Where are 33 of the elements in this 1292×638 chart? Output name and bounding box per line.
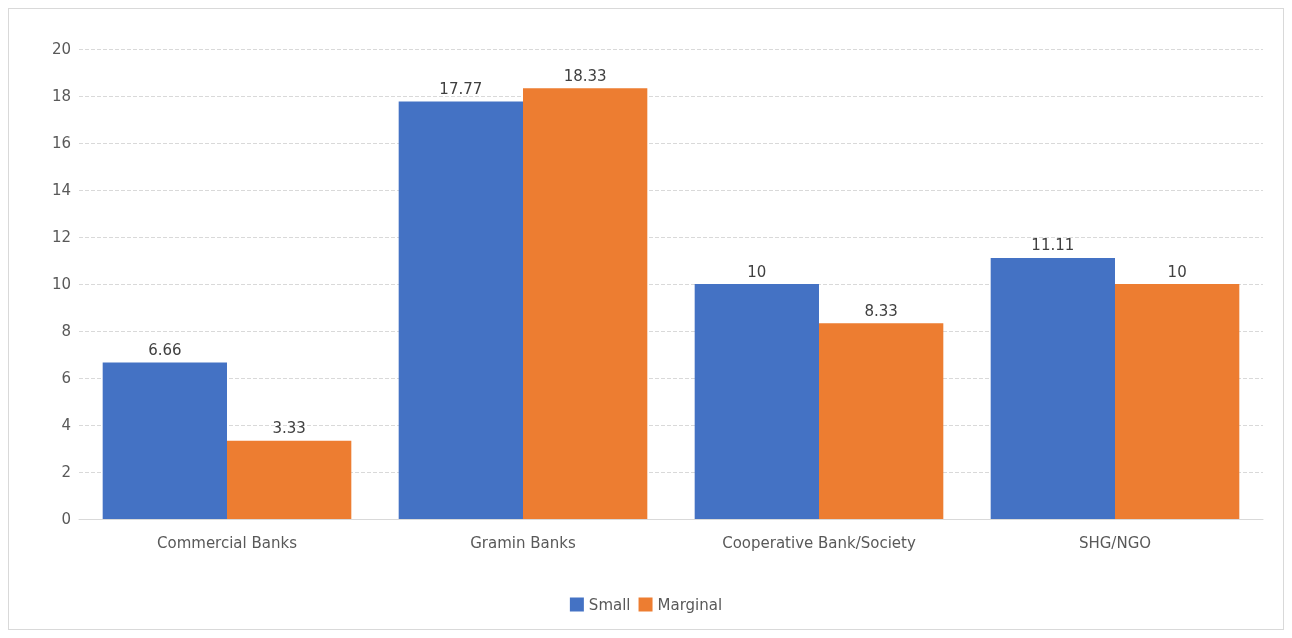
y-tick-label: 14 xyxy=(51,181,71,199)
y-tick-label: 0 xyxy=(61,510,71,528)
y-tick-label: 20 xyxy=(51,40,71,58)
data-label: 17.77 xyxy=(439,79,483,98)
data-label: 10 xyxy=(1167,262,1187,281)
y-tick-label: 2 xyxy=(61,463,71,481)
x-tick-label: Gramin Banks xyxy=(470,533,576,552)
data-label: 3.33 xyxy=(272,419,306,438)
x-tick-label: SHG/NGO xyxy=(1078,533,1152,552)
bar xyxy=(102,362,227,519)
y-tick-label: 12 xyxy=(51,228,71,246)
data-label: 8.33 xyxy=(864,301,898,320)
bar xyxy=(398,101,523,519)
bar xyxy=(990,257,1115,519)
legend-label: Small xyxy=(588,595,631,614)
bar xyxy=(523,88,648,519)
y-tick-label: 18 xyxy=(51,87,71,105)
y-tick-label: 10 xyxy=(51,275,71,293)
x-tick-label: Cooperative Bank/Society xyxy=(722,533,916,552)
bar xyxy=(227,440,352,519)
y-tick-label: 4 xyxy=(61,416,71,434)
y-tick-label: 6 xyxy=(61,369,71,387)
legend-label: Marginal xyxy=(657,595,723,614)
y-tick-label: 16 xyxy=(51,134,71,152)
bar xyxy=(819,323,944,519)
y-tick-label: 8 xyxy=(61,322,71,340)
x-tick-label: Commercial Banks xyxy=(157,533,298,552)
data-label: 11.11 xyxy=(1031,236,1075,255)
data-label: 10 xyxy=(747,262,767,281)
bar xyxy=(694,284,819,519)
data-label: 18.33 xyxy=(563,66,607,85)
bar xyxy=(1115,284,1240,519)
data-label: 6.66 xyxy=(148,340,182,359)
